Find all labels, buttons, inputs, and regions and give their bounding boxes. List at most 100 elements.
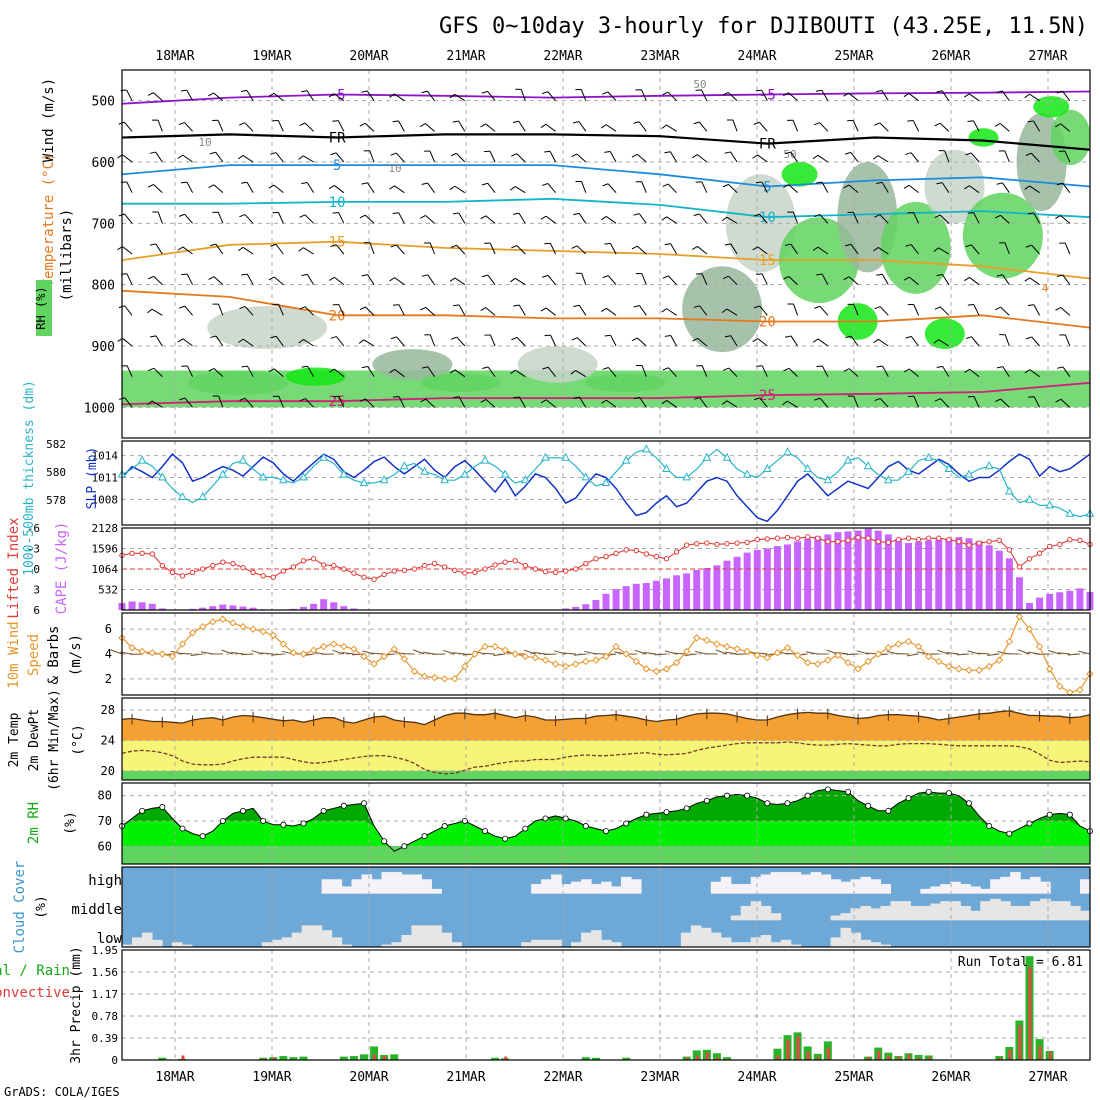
wind-barb-feather xyxy=(237,246,244,252)
wind-barb xyxy=(242,155,254,163)
wind-speed-marker xyxy=(491,642,499,651)
cape-bar xyxy=(1076,588,1084,610)
wind-barb-feather xyxy=(358,339,365,344)
lifted-index-marker xyxy=(220,559,226,565)
wind-speed-marker xyxy=(945,662,953,671)
wind-barb xyxy=(1029,185,1040,194)
wind-barb-feather xyxy=(662,91,669,96)
wind-barb-feather xyxy=(753,213,760,217)
wind-barb xyxy=(213,184,224,194)
wind-barb-feather xyxy=(934,122,941,127)
wind-barb xyxy=(516,153,526,163)
cloud-block-low xyxy=(381,944,393,947)
cape-bar xyxy=(219,604,227,610)
slp-line xyxy=(121,453,1091,523)
wind-barb xyxy=(790,243,798,255)
slp-tick: 1008 xyxy=(92,493,119,506)
wind-barb xyxy=(727,92,738,102)
wind-barb xyxy=(153,367,163,378)
lifted-index-marker xyxy=(462,570,468,576)
wind-barb xyxy=(305,398,314,408)
wind-barb-feather xyxy=(419,123,426,127)
thickness-marker xyxy=(883,475,893,484)
lifted-index-marker xyxy=(875,538,881,545)
wind-barb xyxy=(336,336,345,347)
wind-barb xyxy=(877,247,889,255)
wind-barb xyxy=(973,304,980,316)
wind-barb xyxy=(184,397,193,408)
rh2m-marker xyxy=(865,802,872,809)
thickness-tick: 580 xyxy=(46,466,66,479)
rh2m-marker xyxy=(280,821,287,828)
cloud-block-high xyxy=(840,881,852,894)
wind-barb-feather xyxy=(512,120,519,124)
wind-barb-feather xyxy=(721,216,728,222)
lifted-index-marker xyxy=(946,536,952,543)
lifted-index-marker xyxy=(1016,564,1023,570)
surface-wind-barb xyxy=(987,653,1000,656)
wind-barb xyxy=(667,91,677,102)
wind-barb-feather xyxy=(967,304,974,306)
cape-bar xyxy=(874,530,882,610)
thickness-marker xyxy=(823,475,833,484)
wind-barb xyxy=(122,338,133,347)
wind-speed-marker xyxy=(572,660,580,668)
wind-barb-feather xyxy=(451,336,457,340)
wind-barb xyxy=(487,274,496,285)
wind-barb-feather xyxy=(328,276,335,281)
wind-barb xyxy=(913,304,920,316)
precip-convective-bar xyxy=(373,1054,377,1060)
wind-barb-feather xyxy=(631,337,638,342)
surface-wind-barb xyxy=(956,653,970,656)
thickness-marker xyxy=(258,472,268,481)
surface-wind-barb xyxy=(190,653,203,657)
wind-barb xyxy=(365,306,375,316)
wind-barb-feather xyxy=(722,92,729,96)
wind-barb-feather xyxy=(814,305,821,309)
rh-shading xyxy=(517,346,598,383)
wind-barb xyxy=(489,242,496,255)
temp-axis-label-4: (°C) xyxy=(71,724,86,755)
rh-shading xyxy=(207,306,328,350)
lifted-index-marker xyxy=(865,535,871,541)
thickness-marker xyxy=(843,455,853,464)
wind-barb-feather xyxy=(573,396,580,399)
pressure-tick: 800 xyxy=(92,279,115,294)
wind-barb xyxy=(788,184,798,194)
wind-speed-marker xyxy=(753,651,761,659)
precip-convective-bar xyxy=(877,1050,881,1060)
wind-barb-feather xyxy=(662,367,669,371)
thickness-marker xyxy=(319,452,329,461)
wind-barb xyxy=(878,338,889,347)
cape-bar xyxy=(945,538,953,610)
surface-wind-barb xyxy=(573,653,586,656)
cloud-block-high xyxy=(760,874,772,894)
wind-barb-feather xyxy=(724,335,731,338)
rh-shading xyxy=(420,373,501,392)
wind-speed-marker xyxy=(1025,625,1034,633)
wind-barb-feather xyxy=(571,153,578,158)
surface-wind-barb xyxy=(241,653,254,656)
thickness-marker xyxy=(1025,494,1034,503)
cape-bar xyxy=(733,556,741,610)
wind-speed-marker xyxy=(955,665,963,673)
wind-barb xyxy=(726,308,738,316)
wind-barb xyxy=(1060,123,1071,132)
precip-convective-bar xyxy=(272,1057,276,1060)
wind-barb xyxy=(913,396,920,408)
wind-barb-feather xyxy=(782,400,788,406)
wind-speed-marker xyxy=(874,650,882,658)
lifted-index-marker xyxy=(815,535,821,541)
surface-wind-barb xyxy=(967,650,980,655)
wind-barb-feather xyxy=(359,398,366,402)
wind-barb-feather xyxy=(208,184,215,189)
rh-legend-label: RH (%) xyxy=(34,286,48,329)
wind-barb xyxy=(605,124,617,132)
wind-barb-feather xyxy=(964,93,970,98)
rh2m-tick: 70 xyxy=(98,814,112,828)
thickness-marker xyxy=(278,475,288,484)
date-label-bottom: 20MAR xyxy=(349,1070,388,1085)
wind-speed-marker xyxy=(188,629,197,637)
date-label-top: 22MAR xyxy=(543,49,582,64)
surface-wind-barb xyxy=(634,649,647,655)
